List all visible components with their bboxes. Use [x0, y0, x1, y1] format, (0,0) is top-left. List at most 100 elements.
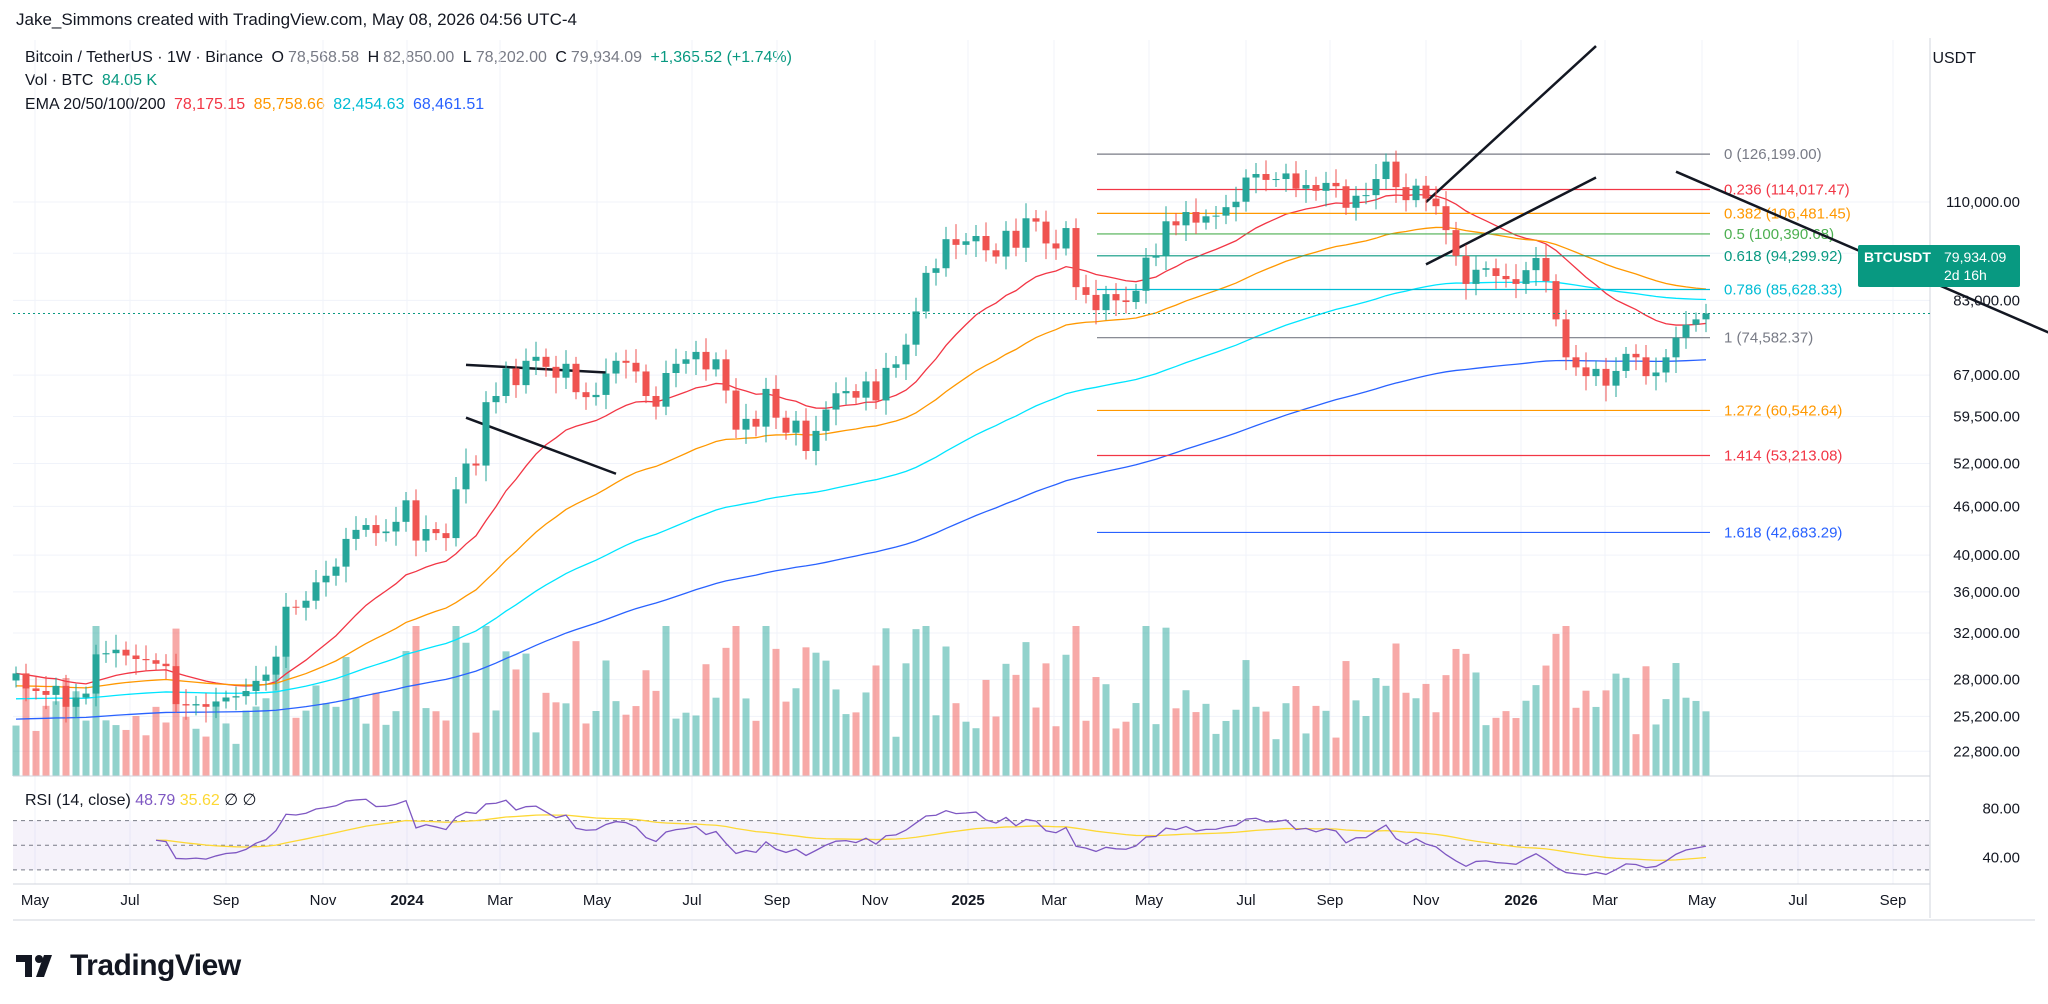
volume-bar: [282, 626, 290, 776]
candle-body: [1442, 206, 1450, 231]
volume-bar: [1522, 700, 1530, 776]
candle-body: [1302, 185, 1310, 189]
volume-bar: [1362, 716, 1370, 776]
candle-body: [642, 371, 650, 397]
x-tick-label: 2025: [951, 892, 984, 909]
candle-body: [1092, 294, 1100, 311]
volume-bar: [1032, 707, 1040, 776]
candle-body: [1342, 186, 1350, 208]
tradingview-logo[interactable]: TradingView: [16, 946, 241, 986]
candle-body: [1322, 182, 1330, 191]
price-label-countdown: 2d 16h: [1944, 267, 1987, 283]
candle-body: [1272, 179, 1280, 181]
volume-bar: [192, 728, 200, 776]
volume-bar: [302, 710, 310, 776]
volume-bar: [1292, 686, 1300, 776]
volume-bar: [662, 626, 670, 776]
volume-bar: [652, 690, 660, 776]
ema-200-value: 68,461.51: [412, 96, 485, 113]
candle-body: [1172, 221, 1180, 226]
candle-body: [1402, 187, 1410, 201]
candle-body: [752, 418, 760, 427]
rsi-label: RSI (14, close): [25, 792, 131, 809]
x-tick-label: Nov: [862, 892, 889, 909]
volume-bar: [992, 716, 1000, 776]
candle-body: [722, 359, 730, 391]
candle-body: [1472, 269, 1480, 284]
candle-body: [422, 529, 430, 541]
volume-bar: [822, 660, 830, 776]
ema-20-value: 78,175.15: [174, 96, 246, 113]
candle-body: [1452, 230, 1460, 256]
fib-level-label: 0.5 (100,390.68): [1724, 226, 1834, 243]
volume-bar: [972, 728, 980, 776]
volume-bar: [132, 716, 140, 776]
candle-body: [682, 359, 690, 364]
volume-bar: [882, 628, 890, 776]
x-tick-label: Mar: [1041, 892, 1067, 909]
volume-bar: [1412, 698, 1420, 776]
candle-body: [992, 250, 1000, 257]
volume-bar: [702, 664, 710, 776]
x-tick-label: May: [583, 892, 612, 909]
candle-body: [562, 363, 570, 378]
candle-body: [52, 685, 60, 695]
candle-body: [822, 409, 830, 431]
volume-bar: [552, 702, 560, 776]
candle-body: [1612, 370, 1620, 386]
candle-body: [532, 356, 540, 361]
candle-body: [1112, 294, 1120, 301]
volume-bar: [32, 730, 40, 776]
rsi-line: [155, 798, 1707, 876]
volume-bar: [262, 698, 270, 776]
volume-bar: [1022, 642, 1030, 776]
y-tick-label: 46,000.00: [1953, 498, 2020, 515]
candle-body: [22, 673, 30, 689]
volume-bar: [1442, 675, 1450, 776]
volume-bar: [312, 685, 320, 776]
volume-bar: [1112, 728, 1120, 776]
volume-bar: [1082, 720, 1090, 776]
candle-body: [12, 673, 20, 681]
volume-bar: [1632, 734, 1640, 776]
volume-bar: [72, 691, 80, 776]
volume-bar: [582, 723, 590, 776]
volume-bar: [1342, 661, 1350, 776]
candle-body: [582, 392, 590, 398]
candle-body: [242, 690, 250, 697]
candle-body: [1552, 281, 1560, 320]
candle-body: [902, 344, 910, 365]
candle-body: [1592, 368, 1600, 377]
candle-body: [872, 381, 880, 401]
trendline: [1425, 176, 1597, 266]
volume-bar: [1462, 653, 1470, 776]
candle-body: [82, 693, 90, 698]
candle-body: [232, 696, 240, 698]
candle-body: [1492, 268, 1500, 276]
volume-bar: [1562, 626, 1570, 776]
volume-bar: [1582, 690, 1590, 776]
volume-bar: [832, 689, 840, 776]
candle-body: [392, 521, 400, 532]
candle-body: [572, 363, 580, 393]
candle-body: [1082, 287, 1090, 295]
candle-body: [672, 363, 680, 374]
volume-bar: [122, 729, 130, 776]
volume-bar: [1642, 666, 1650, 776]
volume-bar: [1012, 674, 1020, 776]
candle-body: [1532, 258, 1540, 271]
volume-bar: [432, 711, 440, 776]
candle-body: [372, 525, 380, 534]
volume-bar: [1652, 724, 1660, 776]
candle-body: [712, 359, 720, 370]
volume-bar: [792, 688, 800, 776]
candle-body: [1282, 173, 1290, 180]
candle-body: [192, 704, 200, 706]
candle-body: [202, 704, 210, 707]
y-tick-label: 25,200.00: [1953, 708, 2020, 725]
candle-body: [102, 653, 110, 655]
volume-bar: [1502, 711, 1510, 776]
volume-bar: [52, 701, 60, 776]
volume-bar: [782, 701, 790, 776]
